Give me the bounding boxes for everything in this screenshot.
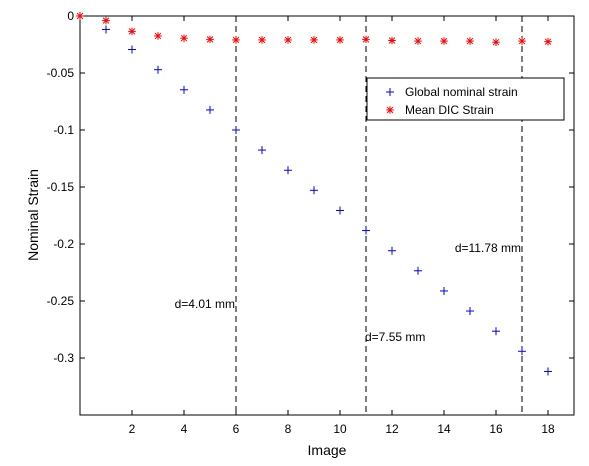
- dic-strain-point-11: [362, 35, 370, 44]
- x-tick-label-4: 10: [333, 422, 347, 436]
- global-strain-point-18: [544, 367, 552, 376]
- x-tick-label-3: 8: [285, 422, 292, 436]
- x-axis-ticks: 2 4 6 8 10 12 14 16 18: [129, 16, 555, 436]
- data-points: [76, 12, 552, 376]
- dic-strain-point-3: [154, 32, 162, 40]
- y-axis-ticks: 0 -0.05 -0.1 -0.15 -0.2 -0.25 -0.3: [47, 9, 574, 365]
- y-tick-label-6: -0.3: [53, 351, 74, 365]
- legend-label-global: Global nominal strain: [405, 85, 518, 99]
- global-strain-point-13: [414, 266, 422, 275]
- global-strain-point-17: [518, 347, 526, 356]
- global-strain-point-2: [128, 45, 136, 54]
- dic-strain-point-9: [310, 36, 318, 44]
- dic-strain-point-12: [388, 36, 396, 45]
- global-strain-point-1: [102, 25, 110, 34]
- x-tick-label-8: 18: [541, 422, 555, 436]
- x-axis-label: Image: [308, 442, 347, 458]
- x-tick-label-5: 12: [385, 422, 399, 436]
- legend-marker-global: [386, 88, 394, 96]
- dic-strain-point-10: [336, 36, 344, 44]
- dic-strain-point-8: [284, 36, 292, 44]
- global-strain-point-15: [466, 307, 474, 316]
- global-strain-point-7: [258, 146, 266, 155]
- legend-label-dic: Mean DIC Strain: [405, 103, 494, 117]
- dic-strain-point-5: [206, 35, 214, 44]
- legend-box: [366, 77, 565, 121]
- annotation-1: d=7.55 mm: [365, 330, 425, 344]
- annotation-2: d=11.78 mm: [455, 241, 521, 255]
- x-tick-label-0: 2: [129, 422, 136, 436]
- x-tick-label-2: 6: [233, 422, 240, 436]
- dic-strain-point-15: [466, 37, 474, 45]
- y-tick-label-1: -0.05: [47, 66, 75, 80]
- y-tick-label-0: 0: [67, 9, 74, 23]
- legend-marker-dic: [386, 106, 394, 114]
- dic-strain-point-1: [102, 16, 110, 25]
- legend-plus-marker: [386, 88, 394, 96]
- dic-strain-point-18: [544, 37, 552, 46]
- dic-strain-point-14: [440, 37, 448, 45]
- global-strain-point-16: [492, 327, 500, 336]
- global-strain-point-5: [206, 105, 214, 114]
- dic-strain-point-2: [128, 27, 136, 36]
- y-tick-label-5: -0.25: [47, 294, 75, 308]
- x-tick-label-1: 4: [181, 422, 188, 436]
- global-strain-point-10: [336, 206, 344, 215]
- dic-strain-point-4: [180, 34, 188, 43]
- global-strain-point-9: [310, 186, 318, 195]
- y-tick-label-2: -0.1: [53, 123, 74, 137]
- annotations: d=4.01 mm d=7.55 mm d=11.78 mm: [175, 241, 521, 344]
- legend-star-marker: [386, 106, 394, 114]
- dic-strain-point-16: [492, 38, 500, 47]
- global-strain-point-14: [440, 286, 448, 295]
- x-tick-label-6: 14: [437, 422, 451, 436]
- dic-strain-point-13: [414, 37, 422, 45]
- legend: Global nominal strain Mean DIC Strain: [366, 77, 565, 121]
- global-strain-point-11: [362, 226, 370, 235]
- dic-strain-point-6: [232, 36, 240, 44]
- dic-strain-point-0: [76, 12, 84, 20]
- y-tick-label-3: -0.15: [47, 180, 75, 194]
- x-tick-label-7: 16: [489, 422, 503, 436]
- global-strain-point-3: [154, 65, 162, 74]
- y-tick-label-4: -0.2: [53, 237, 74, 251]
- annotation-0: d=4.01 mm: [175, 297, 235, 311]
- y-axis-label: Nominal Strain: [25, 169, 41, 261]
- global-strain-point-6: [232, 126, 240, 134]
- global-strain-point-8: [284, 166, 292, 175]
- global-strain-point-4: [180, 85, 188, 94]
- plot-area: [79, 15, 575, 416]
- global-strain-point-12: [388, 246, 396, 255]
- dic-strain-point-17: [518, 37, 526, 45]
- dic-strain-point-7: [258, 36, 266, 44]
